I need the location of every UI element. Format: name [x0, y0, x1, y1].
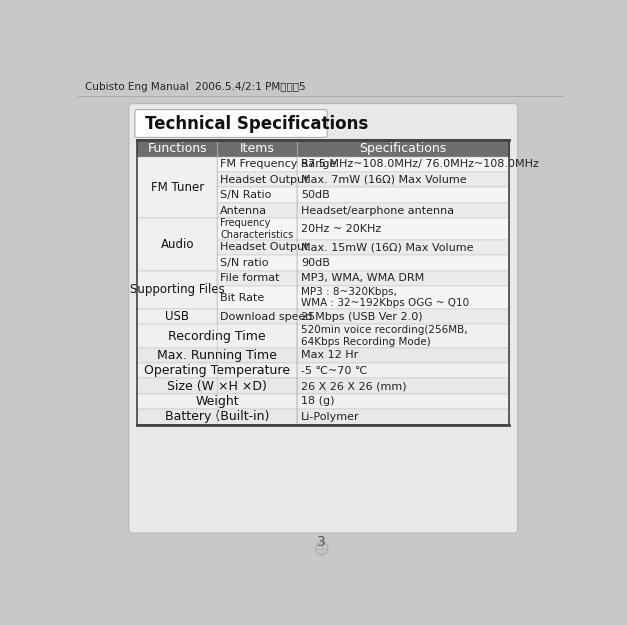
Bar — [137, 409, 297, 424]
Bar — [217, 286, 297, 309]
Text: MP3, WMA, WMA DRM: MP3, WMA, WMA DRM — [301, 273, 424, 283]
Text: Functions: Functions — [147, 142, 207, 154]
Text: Specifications: Specifications — [359, 142, 446, 154]
Text: File format: File format — [220, 273, 280, 283]
FancyBboxPatch shape — [135, 109, 327, 138]
Bar — [137, 157, 217, 218]
Text: S/N Ratio: S/N Ratio — [220, 190, 271, 200]
Text: 26 X 26 X 26 (mm): 26 X 26 X 26 (mm) — [301, 381, 406, 391]
Text: Antenna: Antenna — [220, 206, 267, 216]
Text: Max 12 Hr: Max 12 Hr — [301, 350, 358, 360]
Bar — [297, 309, 509, 324]
Bar — [137, 139, 509, 424]
Bar — [217, 255, 297, 271]
Bar — [217, 188, 297, 203]
Text: 87.5 MHz~108.0MHz/ 76.0MHz~108.0MHz: 87.5 MHz~108.0MHz/ 76.0MHz~108.0MHz — [301, 159, 539, 169]
Text: Download speed: Download speed — [220, 312, 313, 322]
Bar — [217, 309, 297, 324]
Text: 25Mbps (USB Ver 2.0): 25Mbps (USB Ver 2.0) — [301, 312, 423, 322]
Text: Headset Output: Headset Output — [220, 175, 308, 185]
Bar — [217, 172, 297, 187]
Bar — [217, 157, 297, 172]
Text: S/N ratio: S/N ratio — [220, 258, 269, 268]
Bar — [217, 271, 297, 286]
Text: Battery (Built-in): Battery (Built-in) — [165, 411, 269, 423]
Text: Headset/earphone antenna: Headset/earphone antenna — [301, 206, 454, 216]
Bar — [217, 240, 297, 255]
Text: Cubisto Eng Manual  2006.5.4/2:1 PM페이지5: Cubisto Eng Manual 2006.5.4/2:1 PM페이지5 — [85, 81, 305, 91]
Bar — [297, 378, 509, 394]
Bar — [297, 363, 509, 378]
Bar — [297, 188, 509, 203]
Text: Max. 7mW (16Ω) Max Volume: Max. 7mW (16Ω) Max Volume — [301, 175, 466, 185]
Bar — [297, 409, 509, 424]
Bar — [297, 348, 509, 363]
Bar — [297, 324, 509, 348]
Text: 520min voice recording(256MB,
64Kbps Recording Mode): 520min voice recording(256MB, 64Kbps Rec… — [301, 325, 467, 347]
Text: -5 ℃~70 ℃: -5 ℃~70 ℃ — [301, 366, 367, 376]
Bar — [297, 394, 509, 409]
Bar — [217, 203, 297, 218]
Bar — [137, 309, 217, 324]
Bar — [297, 240, 509, 255]
Bar — [297, 157, 509, 172]
Text: Max. Running Time: Max. Running Time — [157, 349, 277, 362]
Text: Headset Output: Headset Output — [220, 242, 308, 252]
Text: 50dB: 50dB — [301, 190, 330, 200]
Bar — [137, 324, 297, 348]
Text: USB: USB — [165, 310, 189, 323]
Text: 90dB: 90dB — [301, 258, 330, 268]
Bar — [137, 348, 297, 363]
FancyBboxPatch shape — [129, 104, 518, 533]
Text: Weight: Weight — [195, 395, 239, 408]
Text: Max. 15mW (16Ω) Max Volume: Max. 15mW (16Ω) Max Volume — [301, 242, 473, 252]
Text: Recording Time: Recording Time — [168, 329, 266, 342]
Text: Frequency
Characteristics: Frequency Characteristics — [220, 218, 293, 240]
Text: Operating Temperature: Operating Temperature — [144, 364, 290, 377]
Text: Bit Rate: Bit Rate — [220, 292, 265, 302]
Text: Size (W ×H ×D): Size (W ×H ×D) — [167, 379, 267, 392]
Bar — [137, 394, 297, 409]
Bar — [137, 378, 297, 394]
Bar — [297, 286, 509, 309]
Bar — [297, 172, 509, 187]
Text: Supporting Files: Supporting Files — [130, 283, 224, 296]
Text: 3: 3 — [317, 536, 326, 549]
Text: Technical Specifications: Technical Specifications — [145, 114, 368, 132]
Text: 18 (g): 18 (g) — [301, 396, 334, 406]
Text: FM Tuner: FM Tuner — [150, 181, 204, 194]
Text: Audio: Audio — [161, 238, 194, 251]
Text: FM Frequency Range: FM Frequency Range — [220, 159, 337, 169]
Text: MP3 : 8~320Kbps,
WMA : 32~192Kbps OGG ~ Q10: MP3 : 8~320Kbps, WMA : 32~192Kbps OGG ~ … — [301, 287, 469, 308]
Bar — [137, 271, 217, 309]
Bar — [137, 363, 297, 378]
Bar — [217, 218, 297, 240]
Bar — [137, 218, 217, 271]
Bar — [297, 255, 509, 271]
Bar — [297, 218, 509, 240]
Text: 20Hz ~ 20KHz: 20Hz ~ 20KHz — [301, 224, 381, 234]
Bar — [297, 271, 509, 286]
Text: Items: Items — [240, 142, 275, 154]
Text: Li-Polymer: Li-Polymer — [301, 412, 359, 422]
Bar — [297, 203, 509, 218]
Bar — [137, 139, 509, 157]
